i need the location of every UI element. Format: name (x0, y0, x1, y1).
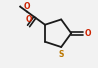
Text: S: S (59, 50, 64, 59)
Text: O: O (25, 16, 32, 24)
Text: O: O (23, 2, 30, 11)
Text: O: O (19, 6, 20, 7)
Text: O: O (84, 29, 91, 38)
Text: O: O (19, 5, 21, 6)
